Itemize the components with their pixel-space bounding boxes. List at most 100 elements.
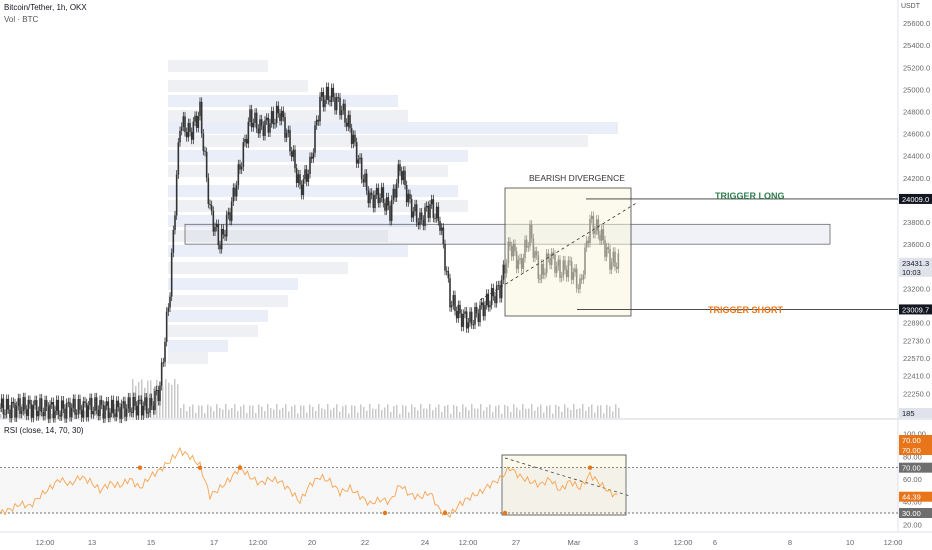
candle-body [224,234,226,237]
candle-body [82,401,85,418]
candle-body [347,114,350,127]
volume-bar [12,404,14,418]
candle-body [337,97,340,99]
candle-body [304,169,306,180]
candle-body [139,399,141,401]
rsi-legend[interactable]: RSI (close, 14, 70, 30) [4,426,84,435]
candle-body [179,130,181,143]
price-badge [899,435,932,445]
candle-body [327,86,330,101]
volume-bar [165,379,167,418]
volume-bar [180,408,182,418]
candle-body [362,179,365,183]
candle-body [422,219,425,226]
volume-bar [447,405,449,418]
candle-body [149,398,151,413]
volume-bar [411,404,413,418]
trigger-lines[interactable] [577,198,898,310]
candle-body [67,402,70,404]
price-badge [899,408,932,418]
rsi-tick-label: 40.00 [903,498,922,507]
volume-bar [252,405,254,418]
volume-bar [603,413,605,418]
candle-body [302,179,305,196]
volume-legend[interactable]: Vol · BTC [4,15,39,24]
candle-body [400,171,403,181]
candle-body [42,412,45,417]
volume-bar [192,404,194,418]
candle-body [62,400,65,409]
candle-body [32,405,35,418]
candle-body [447,271,450,279]
volume-bar [471,404,473,418]
candle-body [90,397,93,415]
candle-body [492,288,495,297]
volume-bar [225,404,227,418]
candle-body [427,205,430,218]
volume-bar [18,410,20,418]
candle-body [4,413,6,415]
volume-bar [147,380,149,418]
candle-body [472,324,475,326]
candle-body [265,117,268,121]
candle-body [74,398,76,415]
candle-body [420,212,423,220]
candle-body [9,409,11,419]
volume-bar [441,412,443,418]
candle-body [325,86,328,100]
volume-bar [588,406,590,418]
volume-bar [525,408,527,418]
time-tick-label: 22 [361,538,369,547]
volume-bar [429,404,431,418]
volume-bar [570,409,572,418]
volume-bar [363,406,365,418]
candle-body [417,222,420,226]
volume-bar [282,407,284,418]
vp-row [168,278,298,290]
volume-bar [540,404,542,418]
candle-body [190,131,193,140]
candle-body [109,412,111,418]
volume-bar [333,407,335,418]
vp-row [168,245,408,257]
volume-bar [600,405,602,418]
candle-body [164,341,166,363]
candle-body [127,397,130,409]
candle-body [119,407,121,419]
candle-body [174,215,176,230]
candle-body [64,408,66,419]
divergence-boxes[interactable] [479,187,639,516]
price-tick-label: 24800.0 [903,108,930,117]
time-axis[interactable]: 12:00 13 15 17 12:00 20 22 24 12:00 27 Mar 3 12:00 6 8… [36,538,903,547]
candle-body [305,169,308,182]
volume-bar [408,412,410,418]
candle-body [402,170,405,181]
candle-body [284,117,286,138]
candle-body [250,109,253,128]
candle-body [150,398,153,406]
symbol-legend[interactable]: Bitcoin/Tether, 1h, OKX [4,3,87,12]
candle-body [484,305,486,317]
candle-body [419,212,421,226]
volume-bar [138,381,140,418]
volume-bar [321,408,323,418]
candle-body [77,399,80,414]
currency-label[interactable]: USDT [900,3,920,10]
candle-body [25,409,28,416]
volume-bar [324,409,326,418]
volume-bar [516,407,518,418]
rsi-tick-label: 80.00 [903,452,922,461]
candle-body [457,304,460,319]
volume-bar [504,404,506,418]
candle-body [95,397,98,410]
volume-bar [63,404,65,418]
candle-body [487,293,490,308]
candle-body [12,401,15,404]
price-tick-label: 25400.0 [903,41,930,50]
candle-body [320,91,323,97]
candle-body [314,125,316,153]
candle-body [144,397,146,406]
volume-bar [567,407,569,418]
volume-bar [168,382,170,418]
